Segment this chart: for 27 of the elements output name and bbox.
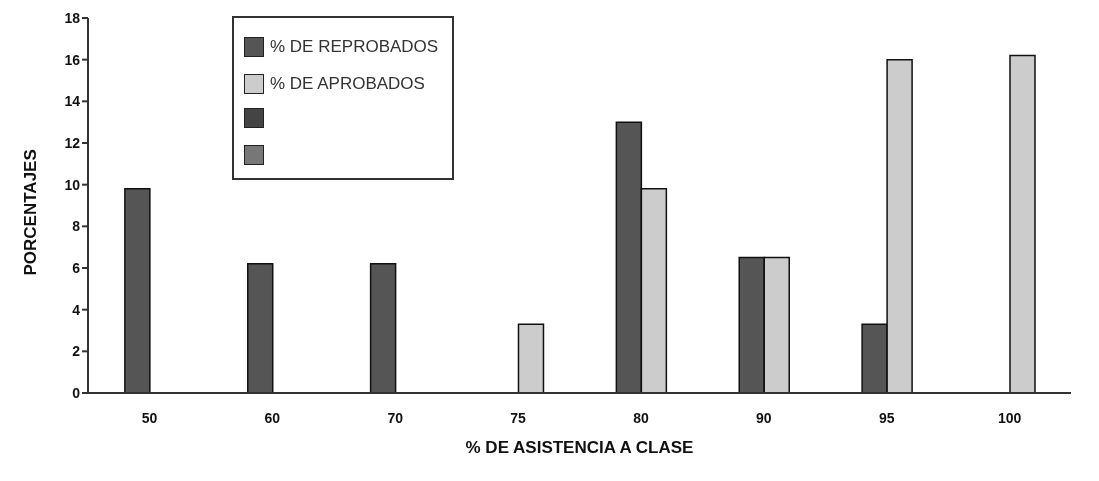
y-tick-label: 10 — [64, 176, 81, 193]
y-tick-label: 0 — [72, 384, 81, 401]
bar — [517, 323, 545, 393]
y-tick-label: 6 — [72, 259, 81, 276]
x-tick-label: 95 — [878, 409, 895, 426]
x-tick-label: 100 — [997, 409, 1022, 426]
y-tick-label: 8 — [72, 218, 81, 235]
y-axis-title: PORCENTAJES — [21, 149, 41, 276]
bar — [124, 188, 151, 393]
y-tick-label: 18 — [64, 9, 81, 26]
x-axis-title: % DE ASISTENCIA A CLASE — [465, 438, 694, 457]
legend-label: % DE APROBADOS — [270, 73, 425, 94]
x-tick-label: 75 — [510, 409, 527, 426]
bar — [1009, 54, 1036, 393]
bar — [246, 263, 274, 393]
x-tick-label: 80 — [633, 409, 649, 426]
y-tick-label: 12 — [64, 134, 81, 151]
x-tick-label: 50 — [141, 409, 158, 426]
y-tick-label: 14 — [64, 93, 81, 110]
y-tick-label: 4 — [72, 301, 81, 318]
y-tick-label: 16 — [64, 51, 81, 68]
x-tick-label: 60 — [264, 409, 281, 426]
x-tick-label: 90 — [756, 409, 772, 426]
x-tick-label: 70 — [387, 409, 404, 426]
bar — [369, 263, 397, 393]
y-tick-label: 2 — [72, 343, 81, 360]
legend-label: % DE REPROBADOS — [270, 36, 439, 57]
